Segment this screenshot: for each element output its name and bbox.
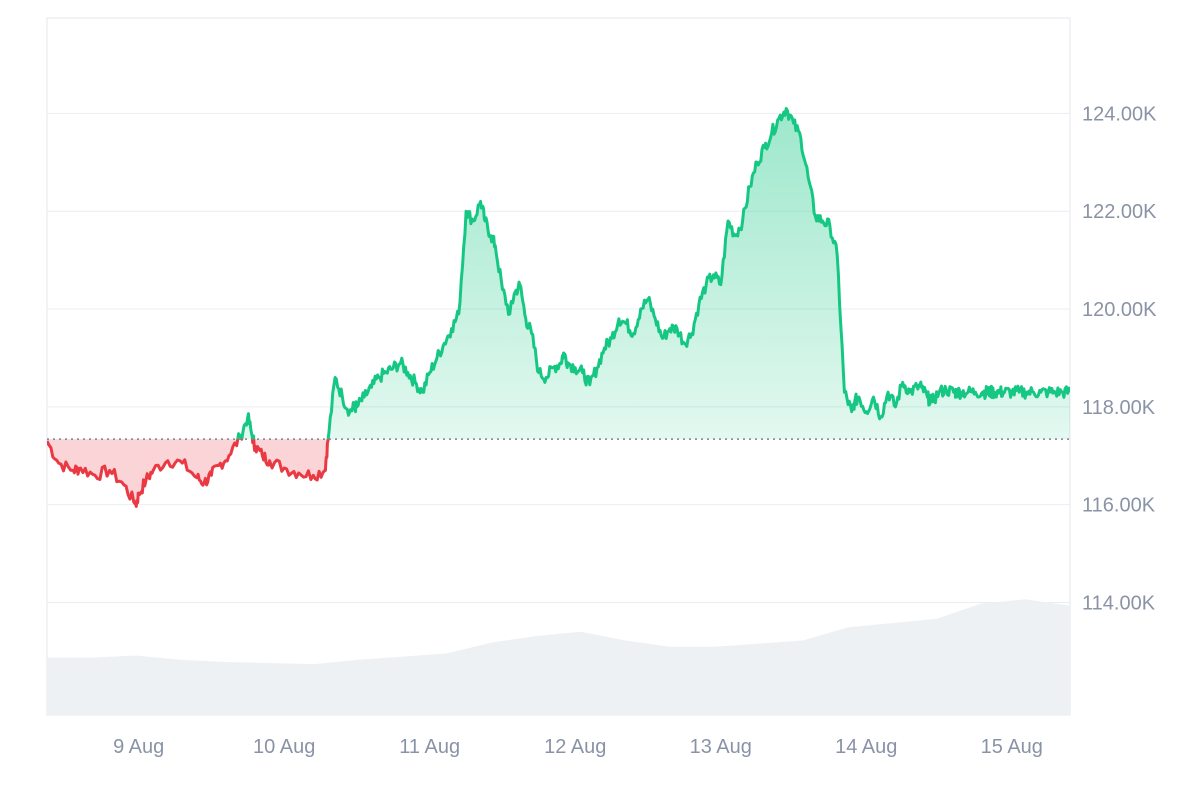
- y-tick-label: 120.00K: [1082, 299, 1157, 321]
- x-tick-label: 9 Aug: [113, 736, 164, 758]
- x-tick-label: 13 Aug: [690, 736, 752, 758]
- y-tick-label: 122.00K: [1082, 201, 1157, 223]
- x-tick-label: 10 Aug: [253, 736, 315, 758]
- x-tick-label: 14 Aug: [835, 736, 897, 758]
- price-line-down: [47, 439, 330, 508]
- price-line-up: [236, 107, 1070, 440]
- x-tick-label: 11 Aug: [399, 736, 460, 758]
- y-tick-label: 124.00K: [1082, 103, 1157, 125]
- y-tick-label: 114.00K: [1082, 593, 1156, 615]
- y-tick-label: 118.00K: [1082, 397, 1156, 419]
- volume-area: [47, 599, 1070, 715]
- x-tick-label: 12 Aug: [544, 736, 606, 758]
- down-area-fill: [47, 439, 329, 507]
- up-area-fill: [47, 108, 1070, 440]
- x-tick-label: 15 Aug: [981, 736, 1043, 758]
- y-tick-label: 116.00K: [1082, 495, 1156, 517]
